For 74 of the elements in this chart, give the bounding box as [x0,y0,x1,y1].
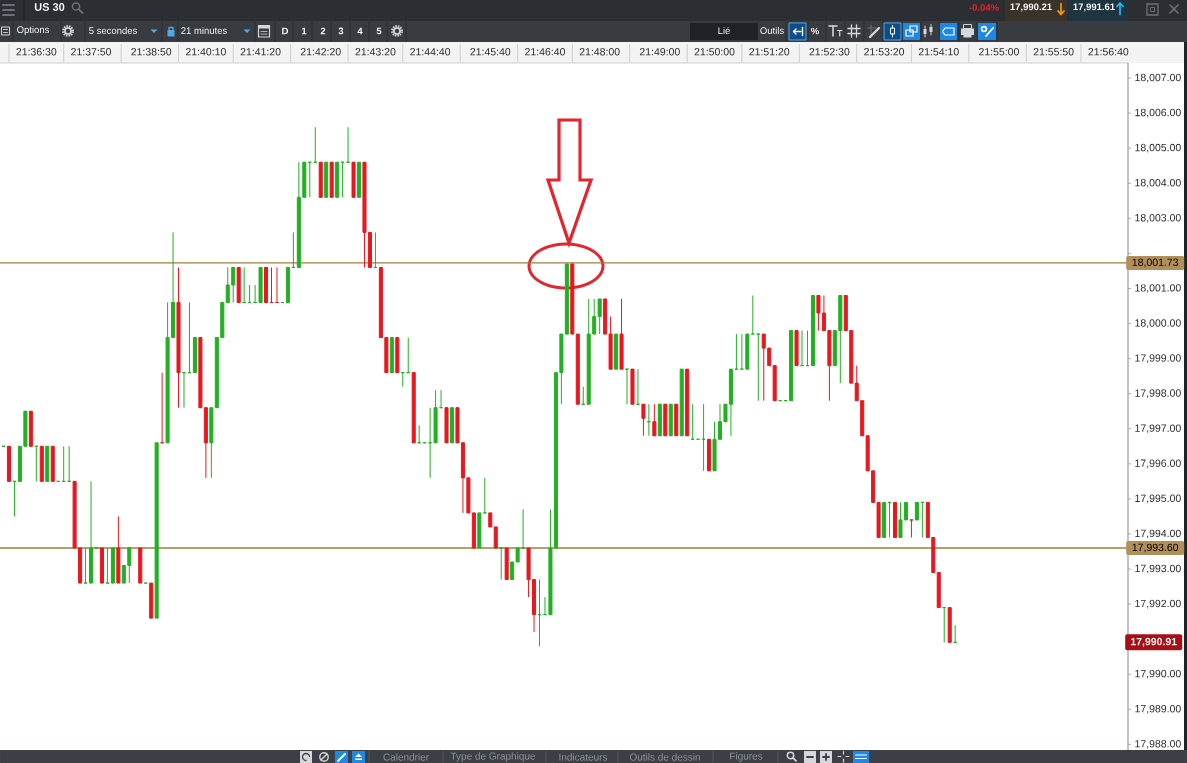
text: 17,990.91 [1131,637,1177,647]
text: Outils [760,27,784,34]
x-tick-label: 21:38:50 [131,48,172,56]
x-tick-label: 21:46:40 [525,48,565,56]
y-tick-label: 17,997.00 [1135,424,1181,434]
x-tick-label: 21:55:50 [1033,48,1074,56]
y-tick-label: 17,993.00 [1135,564,1181,574]
text: 21 minutes [181,27,227,34]
candlestick [493,526,498,549]
text: 1 [301,27,307,35]
candlestick [521,508,526,549]
text: -0.04% [969,4,999,11]
y-tick-label: 18,007.00 [1135,73,1181,83]
x-tick-label: 21:52:30 [809,48,850,56]
y-tick-label: 18,006.00 [1135,108,1181,118]
candlestick [739,333,744,370]
text: Figures [730,752,763,762]
candlestick [756,333,761,402]
y-tick-label: 18,000.00 [1135,319,1181,328]
text: Outils de dessin [629,753,700,761]
y-tick-label: 18,001.00 [1135,284,1181,293]
candlestick [83,547,88,584]
y-tick-label: 18,003.00 [1135,214,1181,223]
candlestick [854,365,859,402]
x-tick-label: 21:44:40 [410,48,451,56]
y-tick-label: 17,999.00 [1135,354,1181,363]
x-tick-label: 21:48:00 [579,48,620,56]
text: 17,990.21 [1010,3,1052,12]
text: Type de Graphique [450,752,536,762]
y-tick-label: 17,996.00 [1135,459,1181,469]
x-tick-label: 21:51:20 [749,48,790,56]
x-tick-label: 21:50:00 [694,48,735,56]
x-tick-label: 21:55:00 [979,48,1019,56]
x-tick-label: 21:40:10 [185,48,226,56]
y-tick-label: 18,005.00 [1135,143,1181,153]
text: 5 secondes [89,27,137,34]
text: Lié [718,26,730,35]
candlestick [105,547,110,584]
y-tick-label: 17,988.00 [1135,740,1181,749]
y-tick-label: 17,995.00 [1135,494,1181,504]
candlestick [624,368,630,405]
text: D [282,27,289,35]
x-tick-label: 21:43:20 [355,48,396,56]
y-tick-label: 17,994.00 [1135,529,1181,539]
x-tick-label: 21:45:40 [470,48,511,56]
text: Options [17,26,50,35]
y-tick-label: 17,998.00 [1135,389,1181,399]
x-tick-label: 21:37:50 [71,48,112,56]
text: Indicateurs [559,753,608,761]
y-tick-label: 18,004.00 [1135,178,1181,188]
text: Calendrier [383,753,429,761]
text: 2 [320,27,326,35]
candlestick [499,547,504,581]
ref-line-label: 18,001.73 [1132,258,1179,268]
ref-line-label: 17,993.60 [1132,543,1179,553]
text: 4 [357,27,363,35]
candlestick [652,403,657,437]
text: 5 [376,27,382,35]
y-tick-label: 17,992.00 [1135,599,1181,609]
x-tick-label: 21:41:20 [240,48,281,56]
x-tick-label: 21:53:20 [864,48,905,56]
x-tick-label: 21:54:10 [918,48,959,56]
candlestick [734,333,739,370]
text: % [811,27,819,35]
x-tick-label: 21:56:40 [1088,48,1129,56]
x-tick-label: 21:36:30 [16,48,57,56]
y-tick-label: 17,990.00 [1135,669,1181,679]
y-tick-label: 17,989.00 [1135,704,1181,714]
candlestick [641,403,646,437]
text: 3 [338,27,344,35]
text: 17,991.61 [1073,3,1115,12]
chart-title: US 30 [34,3,65,11]
x-tick-label: 21:42:20 [300,48,341,56]
x-tick-label: 21:49:00 [639,48,680,56]
